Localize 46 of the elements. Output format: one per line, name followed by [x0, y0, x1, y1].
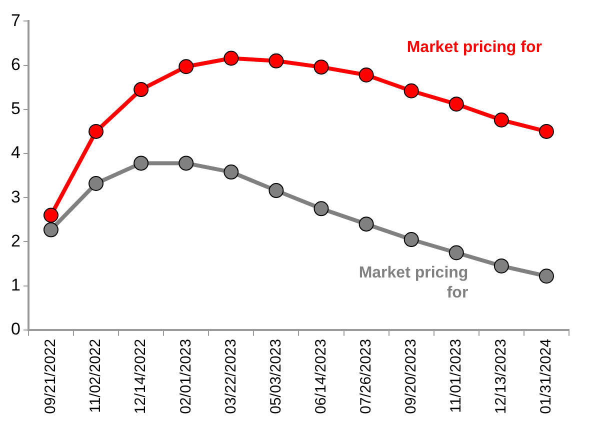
- y-tick-label: 2: [10, 231, 20, 250]
- point: [448, 96, 464, 112]
- series-label: Market pricing for: [358, 264, 468, 302]
- point: [134, 156, 149, 171]
- point: [43, 208, 58, 223]
- point: [88, 176, 104, 191]
- point: [404, 83, 419, 98]
- point: [494, 112, 509, 128]
- x-tick-label: 12/14/2022: [132, 338, 150, 414]
- point: [314, 60, 329, 75]
- point: [268, 53, 284, 68]
- point: [88, 124, 104, 139]
- point: [358, 68, 374, 83]
- point: [134, 82, 149, 98]
- x-tick-label: 09/20/2023: [402, 338, 420, 414]
- point: [224, 164, 239, 180]
- y-tick-label: 6: [10, 54, 20, 74]
- point: [268, 183, 284, 198]
- y-tick-label: 0: [10, 320, 20, 339]
- x-tick-label: 09/21/2022: [42, 338, 60, 414]
- point: [178, 59, 194, 74]
- x-tick-label: 06/14/2023: [312, 338, 330, 414]
- x-tick-label: 11/02/2022: [87, 338, 104, 413]
- y-tick-label: 5: [10, 99, 20, 118]
- point: [404, 232, 419, 248]
- point: [538, 124, 554, 139]
- series-label: Market pricing for: [406, 39, 542, 56]
- y-tick-label: 3: [10, 187, 20, 206]
- point: [178, 156, 194, 171]
- x-tick-label: 03/22/2023: [222, 338, 240, 414]
- point: [358, 216, 374, 232]
- y-tick-label: 4: [10, 143, 20, 162]
- x-tick-label: 12/13/2023: [492, 338, 510, 414]
- x-tick-label: 07/26/2023: [357, 338, 374, 414]
- point: [448, 245, 464, 260]
- point: [224, 50, 239, 66]
- x-tick-label: 05/03/2023: [267, 338, 284, 414]
- x-tick-label: 11/01/2023: [448, 338, 465, 413]
- point: [314, 201, 329, 216]
- y-tick-label: 1: [10, 276, 20, 295]
- point: [43, 222, 58, 238]
- x-tick-label: 01/31/2024: [538, 338, 555, 414]
- point: [538, 268, 554, 284]
- y-tick-label: 7: [10, 10, 20, 30]
- x-tick-label: 02/01/2023: [177, 338, 194, 414]
- point: [494, 258, 509, 274]
